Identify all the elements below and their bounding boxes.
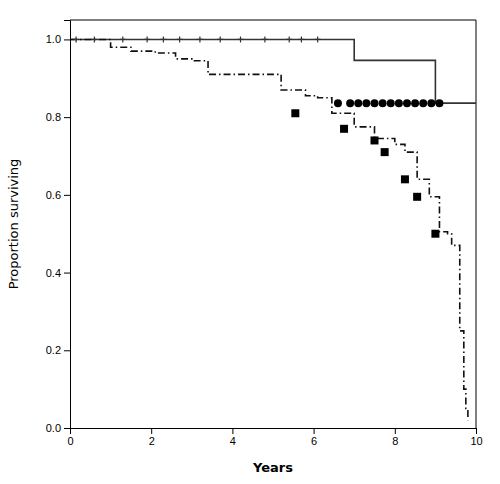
plus-marker <box>144 36 150 42</box>
plus-marker <box>238 36 244 42</box>
marks <box>70 36 476 420</box>
y-tick: 0.0 <box>46 422 70 434</box>
y-tick-label: 0.2 <box>46 344 61 356</box>
circle-marker <box>346 99 354 107</box>
chart: 0 2 4 6 8 10 0.0 0.2 0.4 0.6 0.8 1.0 Years Proportion… <box>0 0 500 484</box>
plus-marker <box>160 36 166 42</box>
x-tick: 8 <box>392 428 398 447</box>
plot-frame <box>476 20 477 428</box>
y-tick-label: 0.6 <box>46 189 61 201</box>
y-tick-mark <box>64 428 70 429</box>
y-tick: 0.6 <box>46 189 70 201</box>
plus-marker <box>73 36 79 42</box>
x-tick-label: 6 <box>311 435 317 447</box>
plus-marker <box>217 36 223 42</box>
x-tick-mark <box>314 428 315 434</box>
square-marker <box>413 193 421 201</box>
x-tick: 2 <box>149 428 155 447</box>
square-marker <box>381 148 389 156</box>
plus-marker <box>286 36 292 42</box>
y-tick-label: 0.8 <box>46 111 61 123</box>
y-tick: 1.0 <box>46 33 70 45</box>
y-tick: 0.8 <box>46 111 70 123</box>
circle-marker <box>362 99 370 107</box>
plot: 0 2 4 6 8 10 0.0 0.2 0.4 0.6 0.8 1.0 <box>46 20 483 447</box>
x-tick-label: 0 <box>67 435 73 447</box>
circle-marker <box>387 99 395 107</box>
plus-marker <box>298 36 304 42</box>
step-line <box>70 39 476 103</box>
plus-marker <box>315 36 321 42</box>
square-marker <box>340 125 348 133</box>
y-axis-title: Proportion surviving <box>6 159 21 290</box>
x-tick-label: 10 <box>470 435 482 447</box>
circle-marker <box>354 99 362 107</box>
step-line <box>70 39 468 420</box>
square-marker <box>401 175 409 183</box>
x-tick-label: 4 <box>230 435 236 447</box>
x-tick-mark <box>395 428 396 434</box>
plus-marker <box>91 36 97 42</box>
circle-marker <box>419 99 427 107</box>
y-tick-mark <box>64 273 70 274</box>
x-tick-mark <box>151 428 152 434</box>
y-tick-mark <box>64 195 70 196</box>
x-tick: 0 <box>67 428 73 447</box>
x-tick: 6 <box>311 428 317 447</box>
y-tick-mark <box>64 117 70 118</box>
plot-frame <box>70 20 476 21</box>
x-tick-mark <box>232 428 233 434</box>
circle-marker <box>334 99 342 107</box>
x-tick-label: 2 <box>149 435 155 447</box>
y-tick-label: 0.4 <box>46 267 61 279</box>
plus-marker <box>262 36 268 42</box>
y-tick: 0.4 <box>46 267 70 279</box>
plus-marker <box>177 36 183 42</box>
y-tick-mark <box>64 39 70 40</box>
plus-marker <box>197 36 203 42</box>
x-axis-title: Years <box>252 460 293 475</box>
x-tick: 4 <box>230 428 236 447</box>
y-tick-mark <box>64 350 70 351</box>
x-tick: 10 <box>470 428 482 447</box>
circle-marker <box>403 99 411 107</box>
square-marker <box>371 136 379 144</box>
square-marker <box>431 230 439 238</box>
circle-marker <box>411 99 419 107</box>
circle-marker <box>379 99 387 107</box>
circle-marker <box>395 99 403 107</box>
circle-marker <box>371 99 379 107</box>
y-tick-label: 1.0 <box>46 33 61 45</box>
square-marker <box>291 109 299 117</box>
y-axis: 0.0 0.2 0.4 0.6 0.8 1.0 <box>46 21 71 435</box>
circle-marker <box>427 99 435 107</box>
x-axis-line <box>71 429 477 435</box>
y-tick: 0.2 <box>46 344 70 356</box>
plus-marker <box>120 36 126 42</box>
x-tick-label: 8 <box>392 435 398 447</box>
y-tick-label: 0.0 <box>46 422 61 434</box>
y-axis-line <box>64 21 71 429</box>
x-tick-mark <box>476 428 477 434</box>
x-axis: 0 2 4 6 8 10 <box>67 428 482 447</box>
circle-marker <box>435 99 443 107</box>
